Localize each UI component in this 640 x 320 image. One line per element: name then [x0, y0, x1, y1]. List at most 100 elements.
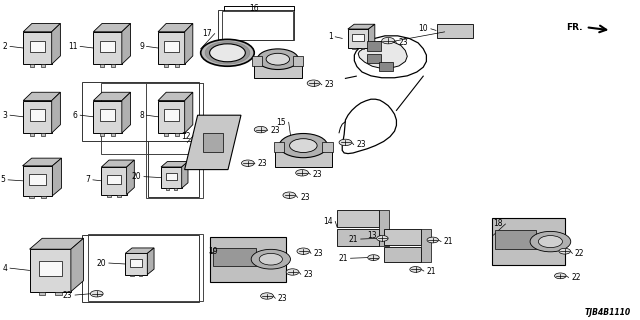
- Circle shape: [339, 139, 352, 146]
- Bar: [275, 146, 332, 167]
- Text: 5: 5: [1, 175, 6, 184]
- Bar: [29, 249, 71, 292]
- Bar: [22, 166, 52, 196]
- Circle shape: [201, 39, 254, 66]
- Text: 2: 2: [3, 42, 8, 51]
- Text: 8: 8: [139, 111, 144, 120]
- Bar: [158, 32, 185, 64]
- Bar: [107, 195, 111, 196]
- Text: FR.: FR.: [566, 23, 582, 32]
- Polygon shape: [147, 248, 154, 275]
- Bar: [100, 41, 115, 52]
- Bar: [174, 188, 177, 190]
- Bar: [214, 248, 255, 266]
- Bar: [175, 64, 179, 67]
- Circle shape: [368, 255, 380, 260]
- Bar: [323, 142, 333, 152]
- Bar: [88, 234, 204, 301]
- Bar: [100, 133, 104, 136]
- Text: 17: 17: [202, 29, 212, 38]
- Bar: [293, 56, 303, 66]
- Bar: [348, 29, 369, 48]
- Bar: [385, 247, 421, 262]
- Circle shape: [286, 269, 299, 275]
- Bar: [437, 24, 473, 38]
- Polygon shape: [122, 23, 131, 64]
- Bar: [41, 133, 45, 136]
- Text: 23: 23: [399, 38, 408, 47]
- Bar: [107, 175, 121, 184]
- Bar: [421, 229, 431, 262]
- Circle shape: [289, 139, 317, 153]
- Circle shape: [259, 253, 282, 265]
- Bar: [274, 142, 284, 152]
- Bar: [158, 100, 185, 133]
- Bar: [82, 235, 199, 302]
- Bar: [218, 10, 294, 40]
- Bar: [130, 275, 134, 276]
- Text: 4: 4: [3, 264, 8, 273]
- Text: 23: 23: [303, 270, 313, 279]
- Polygon shape: [29, 238, 83, 249]
- Bar: [29, 133, 34, 136]
- Circle shape: [297, 248, 310, 254]
- Text: 6: 6: [73, 111, 77, 120]
- Text: 23: 23: [313, 170, 323, 179]
- Circle shape: [254, 126, 267, 133]
- Text: 21: 21: [444, 237, 453, 246]
- Bar: [254, 59, 301, 78]
- Bar: [161, 167, 182, 188]
- Bar: [29, 174, 45, 185]
- Text: 23: 23: [278, 294, 287, 303]
- Text: 16: 16: [250, 4, 259, 12]
- Text: 20: 20: [97, 259, 106, 268]
- Polygon shape: [93, 92, 131, 100]
- Bar: [164, 133, 168, 136]
- Polygon shape: [93, 23, 131, 32]
- Circle shape: [279, 133, 328, 158]
- Bar: [361, 48, 364, 49]
- Text: 23: 23: [300, 193, 310, 202]
- Text: 23: 23: [63, 291, 72, 300]
- Bar: [82, 82, 199, 141]
- Bar: [164, 64, 168, 67]
- Text: 3: 3: [3, 111, 8, 120]
- Text: 23: 23: [270, 126, 280, 135]
- Polygon shape: [125, 248, 154, 253]
- Bar: [101, 83, 204, 154]
- Polygon shape: [127, 160, 134, 195]
- Text: 18: 18: [493, 220, 503, 228]
- Circle shape: [241, 160, 254, 166]
- Bar: [29, 109, 45, 121]
- Polygon shape: [158, 92, 193, 100]
- Circle shape: [283, 192, 296, 198]
- Bar: [164, 109, 179, 121]
- Circle shape: [538, 236, 563, 248]
- Bar: [210, 237, 286, 282]
- Circle shape: [260, 293, 273, 299]
- Circle shape: [257, 49, 298, 69]
- Bar: [367, 54, 381, 63]
- Circle shape: [251, 249, 291, 269]
- Bar: [130, 259, 142, 267]
- Bar: [39, 261, 61, 276]
- Bar: [353, 34, 364, 41]
- Bar: [100, 64, 104, 67]
- Bar: [175, 133, 179, 136]
- Bar: [93, 100, 122, 133]
- Bar: [252, 56, 262, 66]
- Bar: [29, 64, 34, 67]
- Bar: [495, 230, 536, 249]
- Bar: [379, 210, 389, 246]
- Polygon shape: [101, 160, 134, 167]
- Circle shape: [427, 237, 438, 243]
- Polygon shape: [22, 158, 61, 166]
- Text: 20: 20: [132, 172, 141, 181]
- Polygon shape: [358, 41, 407, 68]
- Polygon shape: [52, 92, 60, 133]
- Bar: [101, 167, 127, 195]
- Circle shape: [555, 273, 566, 279]
- Polygon shape: [185, 23, 193, 64]
- Text: 21: 21: [426, 267, 436, 276]
- Bar: [29, 41, 45, 52]
